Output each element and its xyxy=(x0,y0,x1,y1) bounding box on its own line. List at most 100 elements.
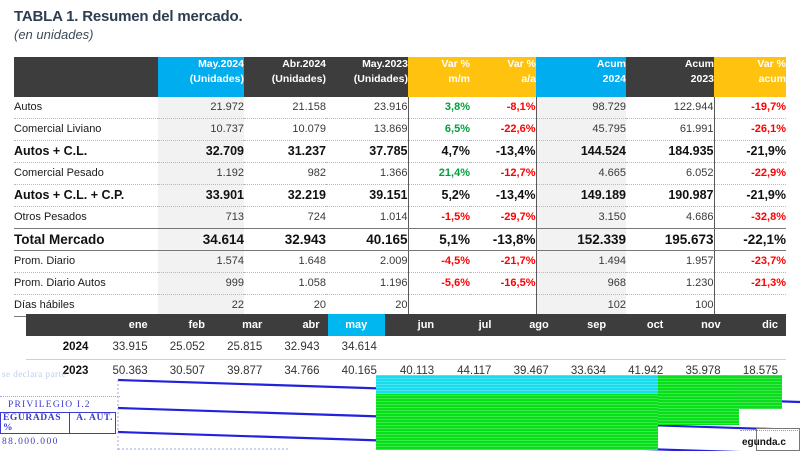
monthly-cell-jul xyxy=(442,336,500,360)
cell-may2023: 1.014 xyxy=(326,206,409,229)
cell-acum2024: 1.494 xyxy=(536,250,626,273)
monthly-row-year: 2024 xyxy=(26,336,99,360)
privilegio-line-3: 88.000.000 xyxy=(2,437,59,447)
privilegio-artifact-box: PRIVILEGIO I.2 EGURADAS A. AUT. % 88.000… xyxy=(0,396,120,451)
row-label: Comercial Pesado xyxy=(14,162,158,185)
green-noise-block-main xyxy=(376,392,658,450)
cell-abr2024: 32.943 xyxy=(244,228,326,251)
cell-var-aa: -13,4% xyxy=(470,184,537,207)
page-subtitle: (en unidades) xyxy=(14,27,94,42)
monthly-cell-jun xyxy=(384,336,443,360)
cell-may2023: 37.785 xyxy=(326,140,409,163)
monthly-row: 2023 50.363 30.507 39.877 34.766 40.165 40.113… xyxy=(26,359,786,382)
cell-abr2024: 1.648 xyxy=(244,250,326,273)
monthly-cell-ene: 50.363 xyxy=(112,364,148,377)
monthly-header-sep: sep xyxy=(556,314,615,336)
cell-acum2023: 1.230 xyxy=(626,272,715,295)
cell-abr2024: 1.058 xyxy=(244,272,326,295)
cell-var-acum: -22,9% xyxy=(714,162,786,185)
header-cell-acum2023: Acum 2023 xyxy=(626,57,714,97)
cell-var-aa: -22,6% xyxy=(470,118,537,141)
header-cell-abr2024: Abr.2024 (Unidades) xyxy=(244,57,326,97)
monthly-cell-abr: 32.943 xyxy=(270,336,328,360)
cell-var-mm: -4,5% xyxy=(408,250,470,273)
monthly-header-feb: feb xyxy=(155,314,213,336)
cell-acum2023: 61.991 xyxy=(626,118,715,141)
monthly-cell-mar: 39.877 xyxy=(227,364,263,377)
row-label: Comercial Liviano xyxy=(14,118,158,141)
ghost-artifact-text: se declara parte xyxy=(2,369,66,379)
row-label: Prom. Diario xyxy=(14,250,158,273)
row-label: Días hábiles xyxy=(14,294,158,317)
monthly-cell-ago xyxy=(499,336,557,360)
monthly-cell-oct: 41.942 xyxy=(628,364,664,377)
privilegio-line-2: EGURADAS A. AUT. % xyxy=(0,412,116,434)
monthly-cell-dic: 18.575 xyxy=(742,364,778,377)
monthly-cell-ago: 39.467 xyxy=(513,364,549,377)
cell-var-aa: -21,7% xyxy=(470,250,537,273)
cell-var-acum: -21,9% xyxy=(714,184,786,207)
monthly-cell-sep xyxy=(556,336,615,360)
monthly-cell-feb: 30.507 xyxy=(169,364,205,377)
cell-abr2024: 982 xyxy=(244,162,326,185)
cell-var-mm: -1,5% xyxy=(408,206,470,229)
cell-var-aa: -8,1% xyxy=(470,97,537,119)
monthly-header-oct: oct xyxy=(614,314,672,336)
monthly-cell-oct xyxy=(614,336,672,360)
cell-may2024: 34.614 xyxy=(158,228,244,251)
table-row: Autos + C.L. 32.709 31.237 37.785 4,7% -13,4%… xyxy=(14,140,786,163)
monthly-cell-nov: 35.978 xyxy=(685,364,721,377)
cell-may2024: 10.737 xyxy=(158,118,244,141)
monthly-row: 2024 33.915 25.052 25.815 32.943 34.614 xyxy=(26,336,786,360)
cell-var-aa: -13,8% xyxy=(470,228,537,251)
monthly-cell-sep: 33.634 xyxy=(570,364,607,377)
cell-may2023: 1.196 xyxy=(326,272,409,295)
table-header-row: May.2024 (Unidades) Abr.2024 (Unidades) … xyxy=(14,57,786,97)
cell-acum2024: 144.524 xyxy=(536,140,626,163)
monthly-cell-jun: 40.113 xyxy=(399,364,435,377)
cell-var-mm: 21,4% xyxy=(408,162,470,185)
cell-var-acum: -19,7% xyxy=(714,97,786,119)
cell-may2024: 1.574 xyxy=(158,250,244,273)
cell-var-acum: -32,8% xyxy=(714,206,786,229)
monthly-table: ene feb mar abr may jun jul ago sep oct nov dic 202… xyxy=(26,314,786,382)
monthly-header-ene: ene xyxy=(98,314,156,336)
privilegio-line-2b: A. AUT. % xyxy=(3,413,114,433)
cell-abr2024: 31.237 xyxy=(244,140,326,163)
cell-may2024: 21.972 xyxy=(158,97,244,119)
header-cell-label xyxy=(14,57,158,97)
green-noise-block-right xyxy=(655,375,739,425)
header-cell-var-aa: Var % a/a xyxy=(470,57,536,97)
cell-acum2023: 190.987 xyxy=(626,184,715,207)
cell-var-mm: 5,1% xyxy=(408,228,470,251)
monthly-cell-ene: 33.915 xyxy=(98,336,156,360)
cell-acum2024: 149.189 xyxy=(536,184,626,207)
cell-var-aa: -16,5% xyxy=(470,272,537,295)
monthly-header-abr: abr xyxy=(270,314,328,336)
table-row: Autos 21.972 21.158 23.916 3,8% -8,1% 98.729 12… xyxy=(14,97,786,119)
dotted-line-artifact xyxy=(740,430,800,431)
cell-abr2024: 32.219 xyxy=(244,184,326,207)
table-row: Comercial Pesado 1.192 982 1.366 21,4% -12,7%… xyxy=(14,162,786,185)
green-noise-block-far-right xyxy=(738,375,782,409)
header-cell-acum2024: Acum 2024 xyxy=(536,57,626,97)
monthly-header-dic: dic xyxy=(728,314,786,336)
cell-acum2023: 195.673 xyxy=(626,228,715,251)
monthly-cell-may: 40.165 xyxy=(341,364,377,377)
monthly-row-year: 2023 xyxy=(62,364,89,377)
row-label: Autos xyxy=(14,97,158,119)
row-label: Total Mercado xyxy=(14,228,158,251)
cell-may2024: 33.901 xyxy=(158,184,244,207)
header-cell-may2024: May.2024 (Unidades) xyxy=(158,57,244,97)
table-row: Prom. Diario 1.574 1.648 2.009 -4,5% -21,7% 1.… xyxy=(14,250,786,273)
segunda-artifact-label: egunda.c xyxy=(742,437,786,448)
table-row: Otros Pesados 713 724 1.014 -1,5% -29,7% 3.150… xyxy=(14,206,786,229)
cell-acum2024: 98.729 xyxy=(536,97,626,119)
cell-may2023: 2.009 xyxy=(326,250,409,273)
cell-acum2024: 968 xyxy=(536,272,626,295)
privilegio-divider xyxy=(69,413,70,433)
row-label: Prom. Diario Autos xyxy=(14,272,158,295)
cyan-noise-block xyxy=(376,375,658,394)
cell-var-aa: -13,4% xyxy=(470,140,537,163)
cell-abr2024: 724 xyxy=(244,206,326,229)
